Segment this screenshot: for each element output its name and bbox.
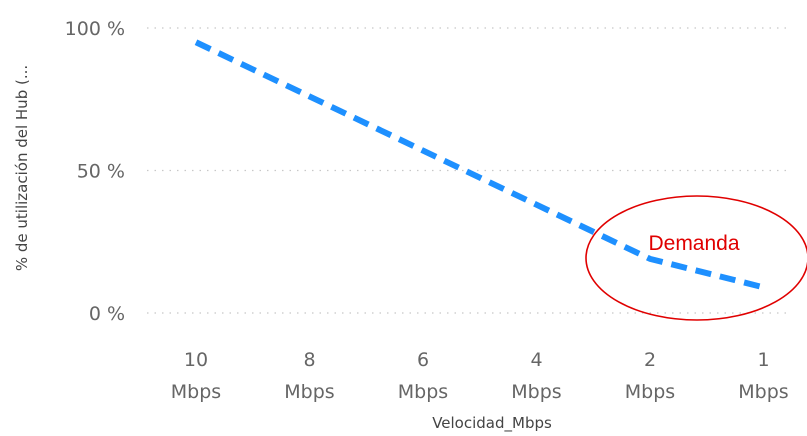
x-tick-label: Mbps <box>398 381 448 403</box>
demanda-annotation-ellipse <box>585 195 807 321</box>
x-tick-label: Mbps <box>511 381 561 403</box>
y-tick-label: 100 % <box>65 18 125 40</box>
x-tick-label: Mbps <box>171 381 221 403</box>
y-axis-label: % de utilización del Hub (... <box>13 65 31 271</box>
x-tick-label: Mbps <box>284 381 334 403</box>
y-axis-ticks: 0 % 50 % 100 % <box>65 18 125 325</box>
x-tick-label: 4 <box>530 349 542 371</box>
x-axis-ticks: 10 Mbps 8 Mbps 6 Mbps 4 Mbps 2 Mbps 1 Mbps <box>171 349 789 403</box>
data-point <box>534 202 540 208</box>
data-point <box>307 93 313 99</box>
x-axis-label: Velocidad_Mbps <box>432 414 552 433</box>
data-point <box>420 148 426 154</box>
x-tick-label: Mbps <box>625 381 675 403</box>
demanda-annotation-label: Demanda <box>648 232 739 255</box>
x-tick-label: 10 <box>184 349 208 371</box>
x-tick-label: 8 <box>303 349 315 371</box>
data-point <box>761 284 767 290</box>
y-tick-label: 0 % <box>89 303 125 325</box>
x-tick-label: Mbps <box>738 381 788 403</box>
data-point <box>193 39 199 45</box>
x-tick-label: 2 <box>644 349 656 371</box>
data-point <box>647 256 653 262</box>
x-tick-label: 6 <box>417 349 429 371</box>
y-tick-label: 50 % <box>77 161 125 183</box>
x-tick-label: 1 <box>757 349 769 371</box>
series-line <box>194 39 765 291</box>
series-group <box>193 39 767 291</box>
